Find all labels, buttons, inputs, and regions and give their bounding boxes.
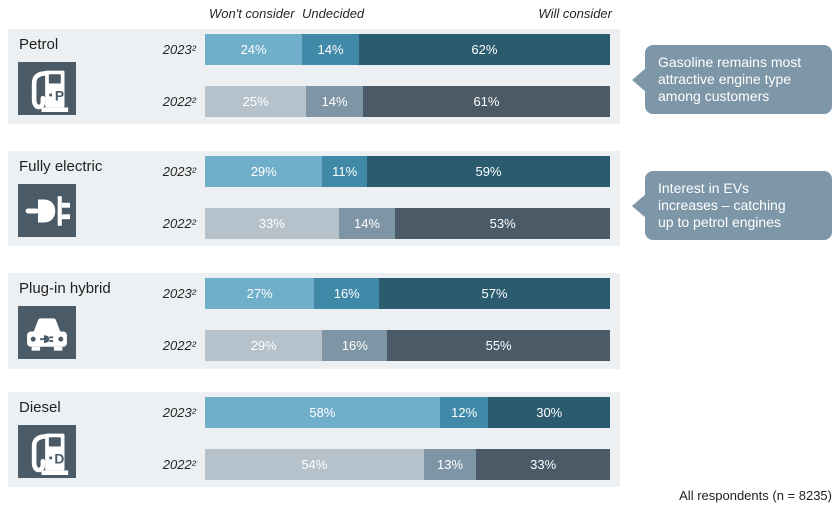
bar-segment-undecided: 14% [302,34,359,65]
pump-letter: D [54,451,64,466]
section-title-diesel: Diesel [19,399,61,416]
bar-segment-will-consider: 57% [379,278,610,309]
bar-segment-will-consider: 61% [362,86,610,117]
bar-segment-will-consider: 55% [387,330,610,361]
legend-will-consider: Will consider [538,6,612,21]
callout-text-line: among customers [658,88,770,104]
year-label: 2022² [162,457,196,472]
year-label: 2023² [162,405,196,420]
section-diesel: Diesel D 2023² 58% 12% 30% 2022² 54% 13%… [8,392,620,487]
year-label: 2023² [162,286,196,301]
callout-fully-electric: Interest in EVs increases – catching up … [645,171,832,240]
section-title-fully-electric: Fully electric [19,158,103,175]
bar-diesel-2022: 54% 13% 33% [205,449,610,480]
bar-segment-undecided: 12% [439,397,489,428]
bar-segment-undecided: 14% [338,208,396,239]
section-title-petrol: Petrol [19,36,59,53]
bar-segment-wont-consider: 54% [205,449,424,480]
bar-petrol-2022: 25% 14% 61% [205,86,610,117]
bar-plug-in-hybrid-2023: 27% 16% 57% [205,278,610,309]
bar-segment-undecided: 16% [322,330,388,361]
fuel-pump-petrol-icon: P [18,62,76,115]
bar-segment-wont-consider: 24% [205,34,303,65]
year-label: 2022² [162,338,196,353]
bar-segment-will-consider: 53% [395,208,610,239]
callout-text-line: Gasoline remains most [658,54,802,70]
pump-letter: P [55,88,64,103]
bar-segment-wont-consider: 29% [205,156,323,187]
bar-segment-wont-consider: 25% [205,86,307,117]
bar-segment-undecided: 13% [423,449,477,480]
year-label: 2022² [162,94,196,109]
bar-diesel-2023: 58% 12% 30% [205,397,610,428]
legend-wont-consider: Won't consider [209,6,295,21]
bar-segment-will-consider: 33% [476,449,610,480]
bar-segment-undecided: 16% [314,278,380,309]
section-plug-in-hybrid: Plug-in hybrid 2023² 27% 16% 57% 2022² [8,273,620,369]
bar-segment-wont-consider: 27% [205,278,315,309]
bar-fully-electric-2023: 29% 11% 59% [205,156,610,187]
year-label: 2023² [162,42,196,57]
year-label: 2022² [162,216,196,231]
year-label: 2023² [162,164,196,179]
legend-undecided: Undecided [302,6,365,21]
bar-petrol-2023: 24% 14% 62% [205,34,610,65]
bar-segment-wont-consider: 29% [205,330,323,361]
callout-text-line: attractive engine type [658,71,792,87]
bar-segment-undecided: 14% [306,86,363,117]
callout-text-line: increases – catching [658,197,786,213]
bar-segment-wont-consider: 58% [205,397,440,428]
bar-segment-will-consider: 62% [358,34,610,65]
bar-plug-in-hybrid-2022: 29% 16% 55% [205,330,610,361]
callout-text-line: up to petrol engines [658,214,781,230]
callout-petrol: Gasoline remains most attractive engine … [645,45,832,114]
power-plug-icon [18,184,76,237]
bar-fully-electric-2022: 33% 14% 53% [205,208,610,239]
footnote: All respondents (n = 8235) [679,488,832,503]
section-title-plug-in-hybrid: Plug-in hybrid [19,280,111,297]
bar-segment-will-consider: 30% [488,397,610,428]
plug-in-hybrid-car-icon [18,306,76,359]
bar-segment-wont-consider: 33% [205,208,339,239]
section-petrol: Petrol P 2023² 24% 14% 62% 2022² 25% 14%… [8,29,620,124]
callout-text-line: Interest in EVs [658,180,750,196]
bar-segment-undecided: 11% [322,156,367,187]
fuel-pump-diesel-icon: D [18,425,76,478]
section-fully-electric: Fully electric 2023² 29% 11% 59% 2022² 3… [8,151,620,246]
bar-segment-will-consider: 59% [366,156,610,187]
